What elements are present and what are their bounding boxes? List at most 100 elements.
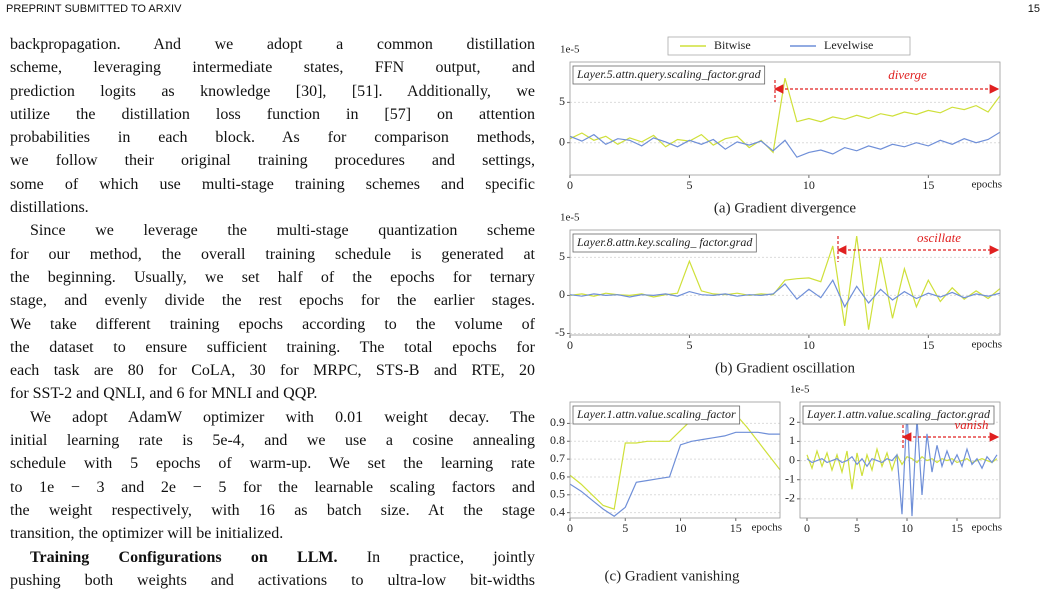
x-tick-label: 15 bbox=[922, 338, 934, 352]
text-line: We adopt AdamW optimizer with 0.01 weigh… bbox=[30, 408, 535, 426]
plot-lines bbox=[570, 77, 1000, 158]
x-tick-label: 5 bbox=[854, 521, 860, 535]
y-tick-label: 0.5 bbox=[550, 487, 565, 501]
text-line: distillations. bbox=[10, 199, 89, 217]
text-span: In practice, jointly bbox=[366, 548, 535, 566]
text-line: prediction logits as knowledge [30], [51… bbox=[10, 82, 535, 100]
x-tick-label: 10 bbox=[675, 521, 687, 535]
text-line: probabilities in each block. As for comp… bbox=[10, 129, 535, 147]
text-line: to 1e − 3 and 2e − 5 for the learnable s… bbox=[10, 478, 535, 496]
plot-lines bbox=[570, 408, 780, 517]
x-axis-label: epochs bbox=[971, 522, 1002, 534]
annotation-box bbox=[572, 233, 757, 253]
x-tick-label: 5 bbox=[686, 338, 692, 352]
scale-label: 1e-5 bbox=[790, 384, 810, 396]
event-label: diverge bbox=[888, 67, 927, 82]
y-tick-label: 2 bbox=[789, 414, 795, 428]
legend-label: Bitwise bbox=[714, 38, 751, 52]
annotation-box bbox=[572, 65, 766, 85]
x-axis-label: epochs bbox=[751, 522, 782, 534]
legend-box bbox=[667, 36, 911, 56]
series-line bbox=[570, 431, 780, 517]
x-tick-label: 0 bbox=[567, 178, 573, 192]
figure-caption: (a) Gradient divergence bbox=[714, 200, 856, 216]
x-axis-label: epochs bbox=[971, 179, 1002, 191]
plot-frame bbox=[799, 401, 1001, 519]
x-tick-label: 15 bbox=[922, 178, 934, 192]
text-line: we follow their original training proced… bbox=[10, 152, 535, 170]
annotation: Layer.1.attn.value.scaling_factor bbox=[576, 407, 736, 421]
y-tick-label: 0 bbox=[559, 134, 565, 148]
plot-lines bbox=[806, 410, 998, 517]
event-label: oscillate bbox=[917, 230, 961, 245]
text-line: backpropagation. And we adopt a common d… bbox=[10, 36, 535, 53]
text-line: Since we leverage the multi-stage quanti… bbox=[30, 222, 535, 240]
text-line: stage, and evenly divide the rest epochs… bbox=[10, 292, 535, 310]
paragraph-heading: Training Configurations on LLM. bbox=[30, 548, 338, 566]
text-line: the beginning. Usually, we set half of t… bbox=[10, 268, 535, 286]
annotation: Layer.5.attn.query.scaling_factor.grad bbox=[576, 67, 762, 81]
page-number: 15 bbox=[1027, 3, 1040, 15]
y-tick-label: 0.7 bbox=[550, 451, 565, 465]
x-tick-label: 0 bbox=[567, 521, 573, 535]
text-line: initial learning rate is 5e-4, and we us… bbox=[10, 432, 535, 450]
series-line bbox=[570, 278, 1000, 309]
x-tick-label: 10 bbox=[901, 521, 913, 535]
x-tick-label: 0 bbox=[804, 521, 810, 535]
x-tick-label: 15 bbox=[730, 521, 742, 535]
text-line: the dataset to ensure sufficient trainin… bbox=[10, 338, 535, 356]
text-line: for SST-2 and QNLI, and 6 for MNLI and Q… bbox=[10, 385, 318, 403]
y-tick-label: 0.4 bbox=[550, 504, 565, 518]
x-tick-label: 5 bbox=[622, 521, 628, 535]
text-line: We take different training epochs accord… bbox=[10, 315, 535, 333]
scale-label: 1e-5 bbox=[560, 212, 580, 224]
y-tick-label: 5 bbox=[559, 94, 565, 108]
y-tick-label: -2 bbox=[785, 491, 795, 505]
annotation-box bbox=[572, 405, 741, 425]
running-title: PREPRINT SUBMITTED TO ARXIV bbox=[6, 3, 182, 15]
series-line bbox=[570, 77, 1000, 154]
text-line: each task are 80 for CoLA, 30 for MRPC, … bbox=[10, 362, 535, 380]
scale-label: 1e-5 bbox=[560, 44, 580, 56]
y-tick-label: 0.9 bbox=[550, 415, 565, 429]
figure-caption: (b) Gradient oscillation bbox=[715, 360, 855, 376]
y-tick-label: 5 bbox=[559, 249, 565, 263]
text-line: the weight respectively, with 16 as batc… bbox=[10, 501, 535, 519]
x-tick-label: 10 bbox=[803, 178, 815, 192]
plot-frame bbox=[569, 229, 1001, 336]
x-tick-label: 5 bbox=[686, 178, 692, 192]
y-tick-label: -5 bbox=[555, 325, 565, 339]
x-tick-label: 0 bbox=[567, 338, 573, 352]
annotation-box bbox=[802, 405, 995, 425]
text-line: Training Configurations on LLM. In pract… bbox=[10, 546, 535, 569]
y-tick-label: 0.8 bbox=[550, 433, 565, 447]
plot-lines bbox=[570, 236, 1000, 330]
plot-frame bbox=[569, 401, 781, 519]
text-line: for our method, the overall training sch… bbox=[10, 245, 535, 263]
legend-label: Levelwise bbox=[824, 38, 873, 52]
x-tick-label: 10 bbox=[803, 338, 815, 352]
text-line: pushing both weights and activations to … bbox=[10, 571, 535, 589]
x-tick-label: 15 bbox=[951, 521, 963, 535]
y-tick-label: 1 bbox=[789, 433, 795, 447]
series-line bbox=[570, 131, 1000, 158]
plot-frame bbox=[569, 61, 1001, 176]
y-tick-label: 0 bbox=[559, 287, 565, 301]
y-tick-label: 0 bbox=[789, 452, 795, 466]
text-line: transition, the optimizer will be initia… bbox=[10, 525, 284, 543]
text-line: schedule with 5 epochs of warm-up. We se… bbox=[10, 455, 535, 473]
x-axis-label: epochs bbox=[971, 339, 1002, 351]
annotation: Layer.8.attn.key.scaling_ factor.grad bbox=[576, 235, 753, 249]
series-line bbox=[570, 236, 1000, 330]
y-tick-label: -1 bbox=[785, 471, 795, 485]
y-tick-label: 0.6 bbox=[550, 469, 565, 483]
text-line: utilize the distillation loss function i… bbox=[10, 105, 535, 123]
series-line bbox=[570, 408, 780, 510]
series-line bbox=[806, 410, 998, 517]
annotation: Layer.1.attn.value.scaling_factor.grad bbox=[806, 407, 991, 421]
figure-caption: (c) Gradient vanishing bbox=[605, 568, 740, 584]
event-label: vanish bbox=[955, 417, 989, 432]
text-line: scheme, leveraging intermediate states, … bbox=[10, 59, 535, 77]
